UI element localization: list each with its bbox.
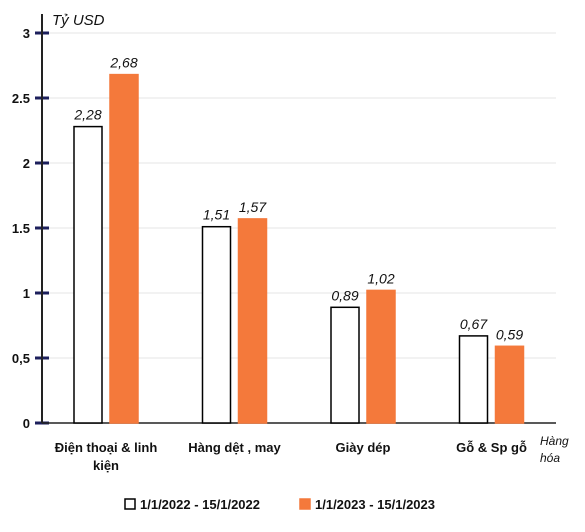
data-label: 0,89: [331, 287, 358, 303]
y-tick-label: 0: [23, 416, 30, 431]
category-label: Hàng dệt , may: [188, 440, 281, 455]
legend: 1/1/2022 - 15/1/2022 1/1/2023 - 15/1/2023: [124, 497, 435, 512]
y-tick-label: 3: [23, 26, 30, 41]
y-tick-label: 1: [23, 286, 30, 301]
bar-group: 1,51 1,57: [201, 199, 268, 424]
legend-swatch: [299, 498, 311, 510]
category-label: kiện: [93, 458, 119, 473]
x-axis-categories: Điện thoại & linh kiện Hàng dệt , may Giày …: [55, 440, 527, 473]
data-label: 2,28: [73, 107, 101, 123]
bar-group: 2,28 2,68: [73, 55, 139, 424]
category-label: Điện thoại & linh: [55, 440, 158, 455]
legend-label: 1/1/2022 - 15/1/2022: [140, 497, 260, 512]
bar: [366, 289, 396, 424]
bar-group: 0,67 0,59: [458, 316, 525, 424]
y-axis-unit-label: Tỷ USD: [52, 12, 105, 29]
bar: [73, 125, 103, 424]
data-label: 1,51: [203, 207, 230, 223]
y-axis-ticks: 0 0,5 1 1.5 2 2.5 3: [12, 26, 49, 431]
y-tick-label: 2: [23, 156, 30, 171]
bar: [330, 306, 360, 424]
data-label: 1,57: [239, 199, 267, 215]
data-label: 1,02: [367, 270, 394, 286]
category-label: Giày dép: [336, 440, 391, 455]
y-tick-label: 2.5: [12, 91, 30, 106]
x-axis-unit-label-line1: Hàng: [540, 434, 569, 448]
legend-item: 1/1/2022 - 15/1/2022: [124, 497, 260, 512]
bar-group: 0,89 1,02: [330, 270, 396, 424]
data-label: 2,68: [109, 55, 137, 71]
legend-swatch: [124, 498, 136, 510]
bar: [237, 218, 268, 424]
bar: [494, 345, 525, 424]
bar: [458, 335, 489, 424]
category-label: Gỗ & Sp gỗ: [456, 440, 527, 455]
legend-label: 1/1/2023 - 15/1/2023: [315, 497, 435, 512]
y-tick-label: 1.5: [12, 221, 30, 236]
bar: [201, 225, 232, 424]
legend-item: 1/1/2023 - 15/1/2023: [299, 497, 435, 512]
x-axis-unit-label-line2: hóa: [540, 451, 560, 465]
bar: [109, 73, 139, 424]
data-label: 0,59: [496, 326, 523, 342]
data-label: 0,67: [460, 316, 488, 332]
bar-groups: 2,28 2,68 1,51 1,57 0,89 1,02 0,67 0,59: [73, 55, 525, 424]
y-tick-label: 0,5: [12, 351, 30, 366]
